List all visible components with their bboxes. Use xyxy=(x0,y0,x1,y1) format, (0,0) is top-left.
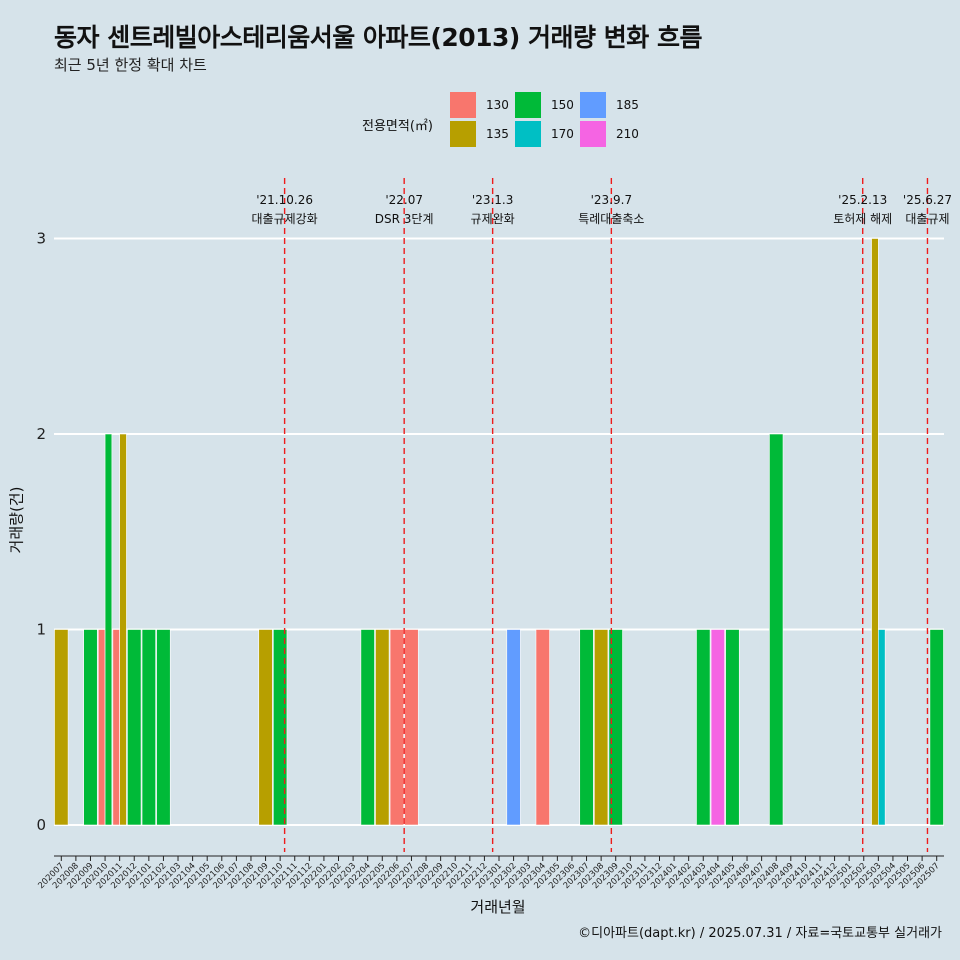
event-date-label: '23.9.7 xyxy=(591,193,632,207)
bar xyxy=(871,238,879,826)
bar xyxy=(112,629,120,826)
legend-item: 130 xyxy=(450,92,509,118)
legend-title: 전용면적(㎡) xyxy=(362,119,433,134)
chart-subtitle: 최근 5년 한정 확대 차트 xyxy=(54,56,207,74)
event-date-label: '25.6.27 xyxy=(903,193,952,207)
legend-label: 150 xyxy=(551,98,574,112)
y-axis-label: 거래량(건) xyxy=(7,486,26,554)
bar xyxy=(769,433,784,826)
chart-title: 동자 센트레빌아스테리움서울 아파트(2013) 거래량 변화 흐름 xyxy=(54,23,702,52)
event-label: 대출규제 xyxy=(905,212,949,226)
bar xyxy=(929,629,944,826)
legend-swatch xyxy=(450,121,476,147)
bar xyxy=(83,629,98,826)
event-date-label: '22.07 xyxy=(385,193,423,207)
event-label: 규제완화 xyxy=(471,212,515,226)
bar xyxy=(404,629,419,826)
bar xyxy=(878,629,886,826)
y-tick-label: 1 xyxy=(36,621,46,639)
bar xyxy=(725,629,740,826)
legend-swatch xyxy=(580,121,606,147)
event-date-label: '21.10.26 xyxy=(256,193,313,207)
legend-item: 170 xyxy=(515,121,574,147)
legend-swatch xyxy=(450,92,476,118)
legend-label: 185 xyxy=(616,98,639,112)
y-tick-label: 3 xyxy=(36,230,46,248)
bar xyxy=(54,629,69,826)
source-caption: ©디아파트(dapt.kr) / 2025.07.31 / 자료=국토교통부 실… xyxy=(578,926,942,941)
event-date-label: '23.1.3 xyxy=(472,193,513,207)
bar xyxy=(710,629,725,826)
legend-item: 210 xyxy=(580,121,639,147)
legend-swatch xyxy=(515,121,541,147)
legend-item: 135 xyxy=(450,121,509,147)
bar xyxy=(141,629,156,826)
bar xyxy=(579,629,594,826)
bar xyxy=(608,629,623,826)
bar xyxy=(360,629,375,826)
legend-label: 170 xyxy=(551,127,574,141)
bar xyxy=(696,629,711,826)
bar xyxy=(273,629,288,826)
event-date-label: '25.2.13 xyxy=(838,193,887,207)
bar xyxy=(258,629,273,826)
y-tick-label: 0 xyxy=(36,816,46,834)
legend-item: 185 xyxy=(580,92,639,118)
legend-label: 130 xyxy=(486,98,509,112)
legend-swatch xyxy=(515,92,541,118)
y-tick-label: 2 xyxy=(36,425,46,443)
bar xyxy=(119,433,127,826)
bar xyxy=(389,629,404,826)
bar xyxy=(97,629,106,826)
event-label: 특례대출축소 xyxy=(578,212,644,226)
bar xyxy=(156,629,171,826)
legend-label: 135 xyxy=(486,127,509,141)
bar xyxy=(375,629,390,826)
legend-label: 210 xyxy=(616,127,639,141)
x-axis-label: 거래년월 xyxy=(470,898,526,916)
bar xyxy=(594,629,609,826)
bar xyxy=(535,629,550,826)
event-label: 대출규제강화 xyxy=(251,212,317,226)
legend-item: 150 xyxy=(515,92,574,118)
bar xyxy=(127,629,142,826)
bar xyxy=(104,433,113,826)
event-label: DSR 3단계 xyxy=(375,212,434,226)
bar xyxy=(506,629,521,826)
event-label: 토허제 해제 xyxy=(833,212,892,226)
legend-swatch xyxy=(580,92,606,118)
